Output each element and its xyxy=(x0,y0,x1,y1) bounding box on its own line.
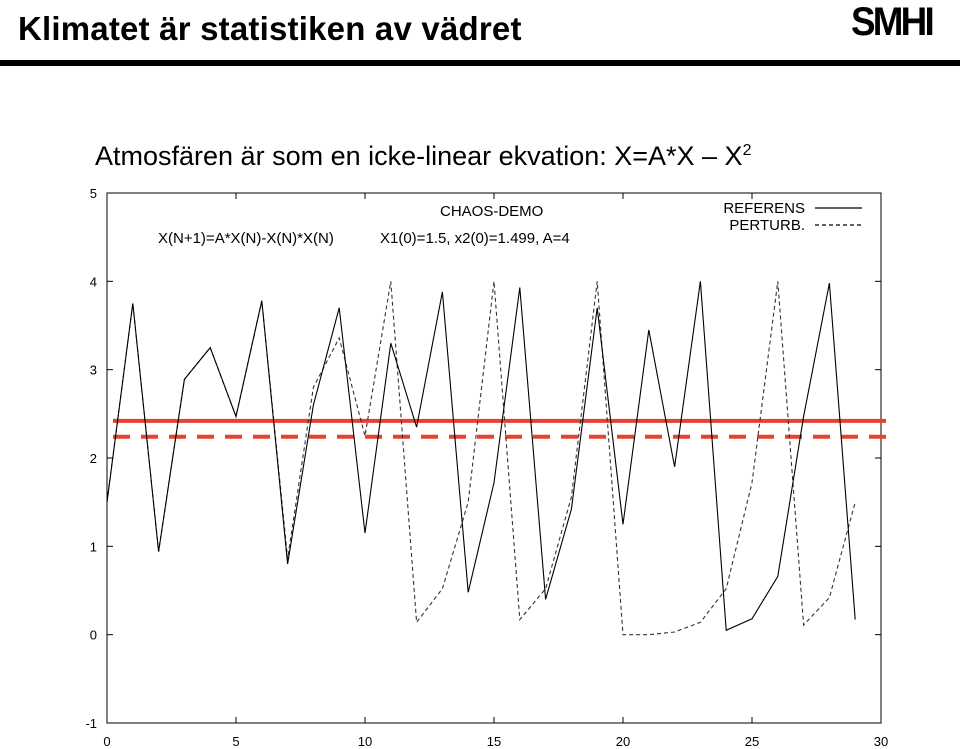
header-divider xyxy=(0,60,960,66)
initial-conditions-annotation: X1(0)=1.5, x2(0)=1.499, A=4 xyxy=(380,230,570,247)
plot-frame xyxy=(106,192,882,724)
series-line-referens xyxy=(106,281,856,632)
smhi-logo: SMHI xyxy=(851,0,935,44)
equation-annotation: X(N+1)=A*X(N)-X(N)*X(N) xyxy=(158,230,334,247)
x-tick-label: 10 xyxy=(358,734,372,749)
x-tick-label: 20 xyxy=(616,734,630,749)
x-tick-label: 30 xyxy=(874,734,888,749)
y-tick-label: 4 xyxy=(90,274,97,289)
legend-label-perturb: PERTURB. xyxy=(729,217,805,234)
series-lines xyxy=(106,281,856,636)
legend-label-referens: REFERENS xyxy=(723,200,805,217)
page-title: Klimatet är statistiken av vädret xyxy=(18,10,522,47)
y-tick-label: 2 xyxy=(90,451,97,466)
axis-ticks: 0 5 10 15 20 25 30 -1 0 1 2 3 4 5 xyxy=(85,186,888,749)
slide-subtitle: Atmosfären är som en icke-linear ekvatio… xyxy=(95,143,751,170)
y-tick-label: 5 xyxy=(90,186,97,201)
x-tick-label: 0 xyxy=(103,734,110,749)
legend: REFERENS PERTURB. xyxy=(723,200,862,234)
subtitle-superscript: 2 xyxy=(742,142,752,159)
reference-lines xyxy=(113,418,886,439)
x-tick-label: 5 xyxy=(232,734,239,749)
y-tick-label: -1 xyxy=(85,716,97,731)
y-tick-label: 1 xyxy=(90,539,97,554)
x-tick-label: 25 xyxy=(745,734,759,749)
y-tick-label: 3 xyxy=(90,363,97,378)
subtitle-text: Atmosfären är som en icke-linear ekvatio… xyxy=(95,141,743,171)
series-line-perturb xyxy=(106,281,856,636)
y-tick-label: 0 xyxy=(90,628,97,643)
x-tick-label: 15 xyxy=(487,734,501,749)
chart-title: CHAOS-DEMO xyxy=(440,203,543,220)
